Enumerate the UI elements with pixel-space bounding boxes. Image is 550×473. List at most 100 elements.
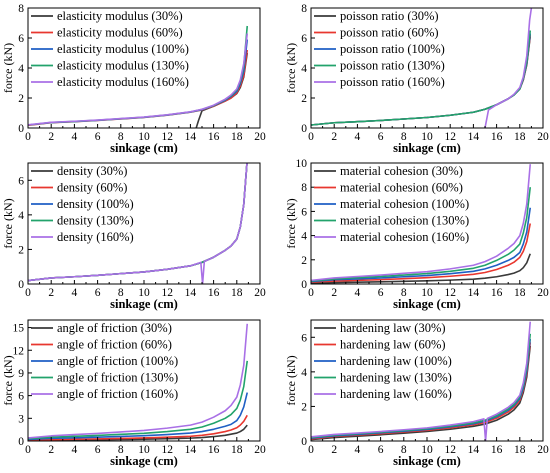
legend: elasticity modulus (30%) elasticity modul… [31,9,189,89]
series-lines [28,163,248,284]
series-line-100 [28,392,249,441]
x-tick-label: 14 [468,444,480,456]
y-tick-label: 4 [18,63,24,75]
x-tick-label: 8 [118,444,124,456]
x-tick-label: 14 [185,444,197,456]
x-tick-label: 2 [48,287,54,299]
x-tick-label: 6 [378,131,384,143]
x-tick-label: 12 [444,444,456,456]
legend-label-130: material cohesion (130%) [340,214,469,228]
legend-label-60: elasticity modulus (60%) [57,26,183,40]
chart-panel-5: 0 2 4 6 8 10 12 14 16 18 20 0 3 6 9 12 15 sinkage (cm) for… [1,319,266,468]
x-axis-label: sinkage (cm) [393,141,461,155]
y-tick-label: 3 [18,413,24,425]
x-tick-label: 2 [48,131,54,143]
x-tick-label: 16 [208,287,220,299]
x-tick-label: 12 [161,287,173,299]
x-tick-label: 0 [25,131,31,143]
legend-label-60: density (60%) [57,181,127,195]
series-lines [311,321,532,441]
legend: angle of friction (30%) angle of friction… [31,321,178,401]
legend-label-100: material cohesion (100%) [340,197,469,211]
legend-label-30: poisson ratio (30%) [340,9,439,23]
legend-label-160: elasticity modulus (160%) [57,75,189,89]
x-tick-label: 2 [331,287,337,299]
x-tick-label: 6 [95,444,101,456]
x-tick-label: 18 [231,131,243,143]
legend-label-100: elasticity modulus (100%) [57,42,189,56]
x-tick-label: 18 [231,287,243,299]
x-tick-label: 2 [331,131,337,143]
x-tick-label: 0 [25,287,31,299]
x-tick-label: 8 [118,131,124,143]
series-line-160 [28,33,249,126]
y-tick-label: 0 [301,279,307,291]
x-tick-label: 0 [308,287,314,299]
y-tick-label: 6 [301,332,307,344]
x-tick-label: 14 [185,131,197,143]
legend-label-60: material cohesion (60%) [340,181,463,195]
x-tick-label: 10 [421,287,433,299]
legend-label-100: density (100%) [57,197,134,211]
y-tick-label: 8 [301,182,307,194]
x-tick-label: 8 [401,131,407,143]
y-tick-label: 0 [301,123,307,135]
legend-label-160: hardening law (160%) [340,387,452,401]
x-tick-label: 12 [161,131,173,143]
y-tick-label: 6 [301,33,307,45]
x-tick-label: 4 [72,131,78,143]
x-tick-label: 4 [355,287,361,299]
legend-label-130: hardening law (130%) [340,371,452,385]
series-line-130 [28,360,249,440]
x-tick-label: 2 [48,444,54,456]
legend-label-60: poisson ratio (60%) [340,26,439,40]
x-tick-label: 0 [308,131,314,143]
y-tick-label: 0 [18,279,24,291]
y-tick-label: 2 [18,244,24,256]
x-tick-label: 4 [355,131,361,143]
legend: hardening law (30%) hardening law (60%) ha… [314,321,452,401]
y-axis-label: force (kN) [284,198,298,248]
legend-label-60: hardening law (60%) [340,338,446,352]
x-tick-label: 2 [331,444,337,456]
x-tick-label: 10 [138,444,150,456]
x-tick-label: 10 [421,131,433,143]
x-tick-label: 10 [138,287,150,299]
x-tick-label: 16 [208,444,220,456]
x-tick-label: 6 [378,287,384,299]
x-tick-label: 4 [72,444,78,456]
series-line-160 [28,163,248,284]
legend-label-30: material cohesion (30%) [340,164,463,178]
legend-label-30: hardening law (30%) [340,321,446,335]
x-tick-label: 12 [444,131,456,143]
y-axis-label: force (kN) [1,355,15,405]
x-tick-label: 16 [208,131,220,143]
x-axis-label: sinkage (cm) [393,454,461,468]
legend-label-130: poisson ratio (130%) [340,59,445,73]
x-axis-label: sinkage (cm) [110,454,178,468]
series-line-160 [484,8,533,128]
y-tick-label: 2 [301,255,307,267]
chart-panel-6: 0 2 4 6 8 10 12 14 16 18 20 0 2 4 6 sinkage (cm) force (… [284,319,549,468]
chart-panel-3: 0 2 4 6 8 10 12 14 16 18 20 0 2 4 6 sinkage (cm) force (… [1,162,266,311]
y-tick-label: 6 [18,391,24,403]
x-tick-label: 14 [468,131,480,143]
x-tick-label: 10 [421,444,433,456]
x-tick-label: 6 [95,287,101,299]
x-axis-label: sinkage (cm) [393,297,461,311]
legend-label-30: elasticity modulus (30%) [57,9,183,23]
y-tick-label: 2 [18,93,24,105]
y-tick-label: 6 [18,175,24,187]
legend-label-130: elasticity modulus (130%) [57,59,189,73]
y-tick-label: 6 [18,33,24,45]
x-tick-label: 4 [72,287,78,299]
legend-label-160: material cohesion (160%) [340,230,469,244]
y-tick-label: 8 [18,3,24,15]
x-tick-label: 20 [254,131,266,143]
y-tick-label: 0 [18,436,24,448]
series-line-130 [311,187,532,282]
series-line-60 [311,223,532,283]
x-tick-label: 16 [491,444,503,456]
